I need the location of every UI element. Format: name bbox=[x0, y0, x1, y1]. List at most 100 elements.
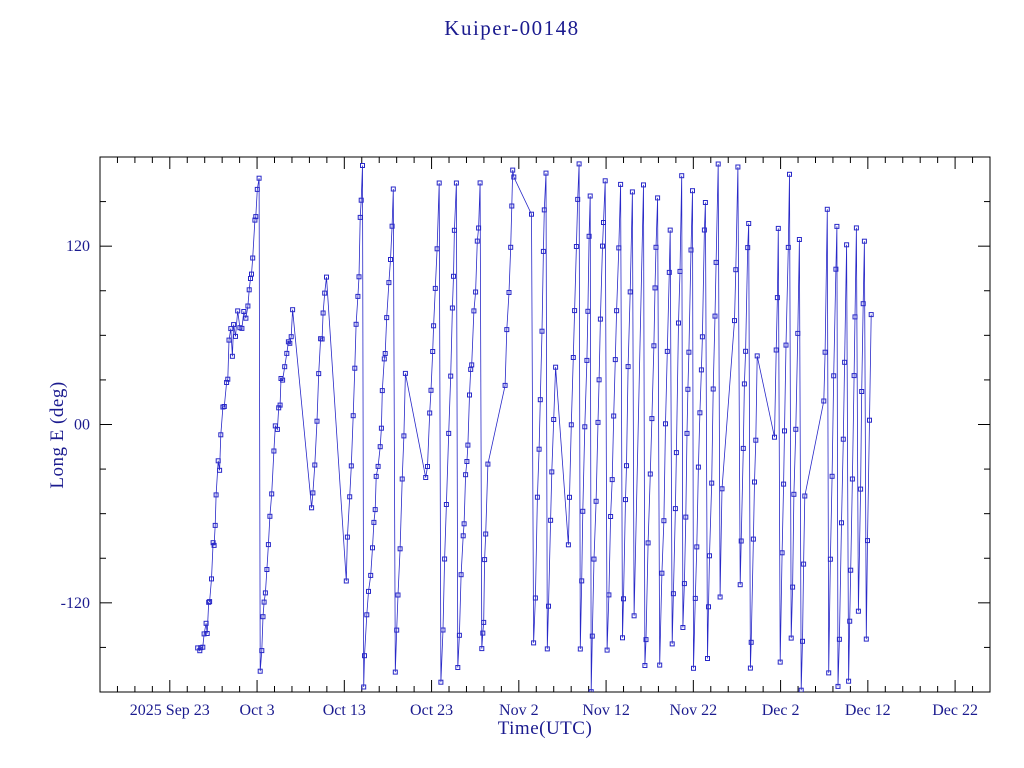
data-point-marker bbox=[541, 207, 547, 213]
data-point-marker bbox=[218, 432, 224, 438]
data-point-marker bbox=[446, 430, 452, 436]
data-point-marker bbox=[840, 436, 846, 442]
x-tick-label: Oct 23 bbox=[410, 702, 453, 719]
data-point-marker bbox=[855, 608, 861, 614]
data-point-marker bbox=[312, 462, 318, 468]
data-point-marker bbox=[606, 592, 612, 598]
data-point-marker bbox=[591, 556, 597, 562]
data-point-marker bbox=[826, 670, 832, 676]
data-point-marker bbox=[667, 227, 673, 233]
data-point-marker bbox=[600, 243, 605, 249]
data-point-marker bbox=[868, 312, 874, 318]
data-point-marker bbox=[691, 665, 696, 671]
data-point-marker bbox=[649, 416, 655, 422]
data-point-marker bbox=[388, 257, 393, 262]
data-point-marker bbox=[267, 513, 273, 519]
data-point-marker bbox=[821, 398, 827, 404]
data-point-marker bbox=[256, 175, 262, 181]
data-point-marker bbox=[616, 245, 622, 251]
data-point-marker bbox=[775, 225, 781, 231]
data-point-marker bbox=[663, 421, 668, 427]
data-point-marker bbox=[262, 590, 268, 596]
data-point-marker bbox=[284, 350, 290, 356]
y-tick-label: -120 bbox=[61, 595, 90, 612]
data-point-marker bbox=[694, 544, 700, 550]
data-point-marker bbox=[683, 514, 689, 520]
data-point-marker bbox=[443, 502, 449, 507]
data-point-marker bbox=[213, 492, 219, 498]
data-point-marker bbox=[482, 557, 488, 563]
data-point-marker bbox=[680, 625, 686, 630]
data-point-marker bbox=[753, 437, 759, 443]
x-tick-label: Dec 2 bbox=[762, 702, 800, 719]
data-point-marker bbox=[580, 508, 586, 514]
data-point-marker bbox=[352, 365, 358, 371]
data-point-marker bbox=[430, 349, 436, 354]
data-point-marker bbox=[476, 225, 482, 231]
data-point-marker bbox=[785, 244, 791, 250]
data-point-marker bbox=[593, 498, 599, 504]
data-point-marker bbox=[344, 534, 350, 540]
data-point-marker bbox=[531, 640, 537, 646]
data-point-marker bbox=[314, 418, 320, 424]
data-point-marker bbox=[861, 238, 867, 244]
data-point-marker bbox=[229, 353, 235, 359]
data-point-marker bbox=[586, 233, 592, 239]
data-point-marker bbox=[511, 174, 517, 180]
data-point-marker bbox=[621, 596, 626, 602]
data-point-marker bbox=[431, 323, 437, 329]
data-point-marker bbox=[798, 687, 804, 692]
data-point-marker bbox=[690, 188, 695, 194]
data-point-marker bbox=[568, 422, 574, 428]
data-point-marker bbox=[657, 662, 663, 668]
data-point-marker bbox=[502, 382, 508, 388]
data-point-marker bbox=[681, 581, 687, 587]
data-point-marker bbox=[245, 303, 251, 309]
data-point-marker bbox=[355, 293, 361, 299]
data-point-marker bbox=[595, 419, 601, 425]
data-point-marker bbox=[276, 405, 282, 411]
data-point-marker bbox=[204, 631, 210, 636]
data-point-marker bbox=[453, 180, 459, 186]
data-point-marker bbox=[576, 161, 582, 167]
data-point-marker bbox=[717, 594, 723, 600]
data-point-marker bbox=[474, 238, 480, 244]
data-point-marker bbox=[225, 376, 231, 382]
data-point-marker bbox=[259, 648, 265, 654]
data-point-marker bbox=[481, 619, 487, 625]
data-point-marker bbox=[852, 314, 858, 320]
data-point-marker bbox=[858, 486, 864, 492]
data-point-marker bbox=[449, 305, 455, 311]
data-point-marker bbox=[221, 404, 227, 409]
data-point-marker bbox=[395, 592, 401, 598]
data-point-marker bbox=[271, 448, 277, 454]
data-line bbox=[197, 163, 872, 692]
data-point-marker bbox=[795, 330, 801, 336]
data-point-marker bbox=[382, 351, 388, 356]
data-point-marker bbox=[504, 327, 510, 333]
data-point-marker bbox=[781, 481, 787, 487]
data-point-marker bbox=[485, 461, 491, 467]
data-point-marker bbox=[224, 380, 230, 385]
data-point-marker bbox=[553, 364, 559, 370]
data-point-marker bbox=[746, 221, 752, 226]
data-point-marker bbox=[233, 333, 238, 339]
data-point-marker bbox=[831, 373, 837, 379]
data-point-marker bbox=[796, 237, 802, 242]
data-point-marker bbox=[710, 386, 716, 392]
data-point-marker bbox=[362, 653, 367, 659]
data-point-marker bbox=[712, 313, 718, 319]
data-point-marker bbox=[460, 533, 466, 539]
data-point-marker bbox=[451, 227, 457, 233]
data-point-marker bbox=[250, 255, 256, 261]
data-point-marker bbox=[829, 473, 835, 479]
data-point-marker bbox=[212, 522, 218, 528]
chart-title: Kuiper-00148 bbox=[444, 16, 580, 40]
data-point-marker bbox=[402, 370, 408, 376]
data-point-marker bbox=[211, 542, 217, 548]
data-point-marker bbox=[740, 445, 746, 451]
data-point-marker bbox=[203, 620, 209, 626]
data-point-marker bbox=[434, 246, 440, 252]
data-point-marker bbox=[631, 613, 637, 619]
data-point-marker bbox=[366, 588, 371, 594]
